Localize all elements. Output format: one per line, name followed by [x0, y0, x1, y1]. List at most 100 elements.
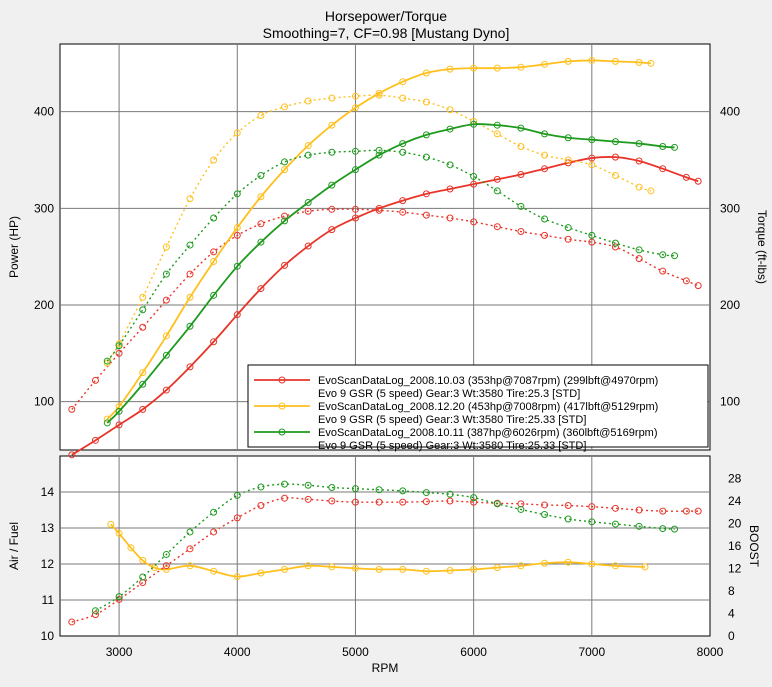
- boost-y-tick-label: 24: [728, 494, 742, 508]
- power-chart-green-torque-point: [139, 306, 147, 314]
- power-chart-yellow-power-point: [517, 63, 525, 71]
- x-tick-label: 7000: [578, 645, 605, 659]
- power-chart-yellow-torque-point: [257, 112, 265, 120]
- power-chart-red-torque-point: [91, 376, 99, 384]
- power-chart-green-power-point: [493, 121, 501, 129]
- power-chart-yellow-power-point: [351, 104, 359, 112]
- power-chart-yellow-torque-point: [635, 183, 643, 191]
- power-chart-yellow-power-point: [304, 142, 312, 149]
- power-chart-yellow-torque-point: [399, 94, 407, 102]
- afr-chart-green-boost-point: [541, 511, 549, 518]
- power-y-tick-label: 200: [34, 298, 54, 312]
- afr-chart-green-boost-point: [470, 494, 478, 502]
- power-chart-red-torque-point: [351, 205, 359, 213]
- afr-chart-red-boost-point: [682, 507, 690, 515]
- power-chart-green-power-point: [399, 140, 407, 148]
- afr-chart-red-boost-point: [588, 503, 596, 511]
- power-chart-green-power-point: [446, 125, 454, 133]
- afr-chart-green-boost-point: [659, 525, 667, 533]
- power-chart-red-power-point: [281, 261, 289, 269]
- power-chart-green-power-point: [671, 143, 679, 151]
- afr-chart-yellow-afr-point: [328, 563, 336, 571]
- power-chart-green-power-point: [375, 151, 383, 159]
- afr-chart-yellow-afr-point: [493, 564, 501, 572]
- power-chart-green-torque-point: [304, 151, 312, 159]
- afr-chart-green-boost-point: [304, 481, 312, 489]
- power-chart-red-torque-point: [210, 248, 218, 256]
- power-chart-green-torque-point: [671, 252, 679, 260]
- power-chart-green-power-point: [281, 217, 289, 225]
- power-chart-red-torque-point: [446, 214, 454, 222]
- afr-chart-yellow-afr-point: [233, 573, 241, 581]
- power-chart-yellow-power-point: [162, 332, 170, 340]
- afr-chart-green-boost-point: [671, 525, 679, 533]
- power-chart-yellow-power-point: [328, 121, 336, 129]
- power-chart-yellow-torque-point: [422, 98, 430, 106]
- power-chart-yellow-power-point: [233, 224, 241, 232]
- power-chart-green-power-point: [635, 140, 643, 148]
- afr-chart-green-boost-point: [281, 480, 289, 488]
- power-chart-red-power-point: [564, 159, 572, 167]
- power-chart-red-torque-point: [422, 211, 430, 219]
- power-chart-red-torque-point: [257, 220, 265, 228]
- power-chart-yellow-torque-point: [328, 94, 336, 102]
- legend-entry-detail: Evo 9 GSR (5 speed) Gear:3 Wt:3580 Tire:…: [318, 388, 580, 400]
- power-chart-green-power-point: [517, 124, 525, 132]
- afr-chart-red-boost-point: [281, 494, 289, 502]
- power-chart-green-torque-point: [233, 190, 241, 198]
- afr-chart-green-boost-point: [233, 491, 241, 499]
- afr-chart-green-boost-point: [635, 522, 643, 530]
- legend-marker-yellow: [278, 402, 286, 410]
- boost-y-tick-label: 0: [728, 629, 735, 643]
- afr-chart-red-boost-point: [304, 495, 312, 503]
- power-chart-red-power-point: [635, 157, 643, 165]
- afr-chart-yellow-afr-point: [611, 562, 619, 570]
- power-chart-yellow-power-point: [541, 60, 549, 68]
- afr-chart-yellow-afr-point: [422, 567, 430, 575]
- power-chart-green-torque-point: [564, 224, 572, 232]
- power-chart-red-power-point: [68, 451, 76, 459]
- power-chart-yellow-torque-point: [233, 129, 241, 137]
- afr-chart-yellow-afr-point: [139, 556, 147, 564]
- power-chart-green-torque-point: [611, 239, 619, 247]
- power-chart-green-torque-point: [210, 214, 218, 222]
- afr-chart-red-boost-point: [68, 618, 76, 626]
- x-tick-label: 4000: [224, 645, 251, 659]
- afr-chart-green-boost-point: [186, 528, 194, 536]
- power-chart-red-torque-point: [233, 231, 241, 239]
- power-chart-red-torque-point: [68, 405, 76, 413]
- afr-chart-red-boost-point: [470, 498, 478, 506]
- power-chart-green-torque-point: [659, 251, 667, 259]
- power-chart-green-torque-point: [635, 246, 643, 254]
- torque-y-tick-label: 200: [720, 298, 740, 312]
- power-chart-yellow-power-point: [399, 78, 407, 86]
- power-chart-green-torque-point: [162, 270, 170, 278]
- power-chart-yellow-power-point: [588, 56, 596, 64]
- power-chart-yellow-torque-point: [304, 97, 312, 105]
- afr-chart-green-boost-point: [611, 520, 619, 528]
- x-tick-label: 3000: [106, 645, 133, 659]
- power-chart-yellow-power-point: [446, 65, 454, 73]
- power-chart-red-power-point: [541, 165, 549, 173]
- power-chart-red-power-point: [186, 363, 194, 371]
- power-chart-red-torque-point: [659, 267, 667, 275]
- afr-chart-green-boost-point: [564, 515, 572, 523]
- afr-chart-red-boost-point: [115, 595, 123, 603]
- power-chart-green-power-point: [115, 407, 123, 415]
- x-tick-label: 8000: [697, 645, 724, 659]
- power-chart-yellow-torque-point: [588, 161, 596, 169]
- afr-chart-red-boost-point: [375, 498, 383, 506]
- power-chart-yellow-torque-point: [446, 106, 454, 114]
- afr-chart-red-boost-point: [328, 497, 336, 505]
- legend-entry-detail: Evo 9 GSR (5 speed) Gear:3 Wt:3580 Tire:…: [318, 440, 586, 452]
- power-chart-red-torque-point: [304, 207, 312, 215]
- afr-chart-yellow-afr-point: [399, 565, 407, 573]
- power-chart-green-torque-point: [375, 146, 383, 154]
- afr-chart-red-boost-point: [446, 497, 454, 505]
- power-chart-green-power-point: [470, 120, 478, 128]
- afr-chart-red-boost-point: [210, 528, 218, 536]
- afr-chart-green-boost-point: [399, 487, 407, 495]
- power-chart-red-torque-point: [635, 255, 643, 263]
- power-chart-green-power-point: [659, 142, 667, 150]
- afr-chart-yellow-afr-point: [151, 564, 159, 572]
